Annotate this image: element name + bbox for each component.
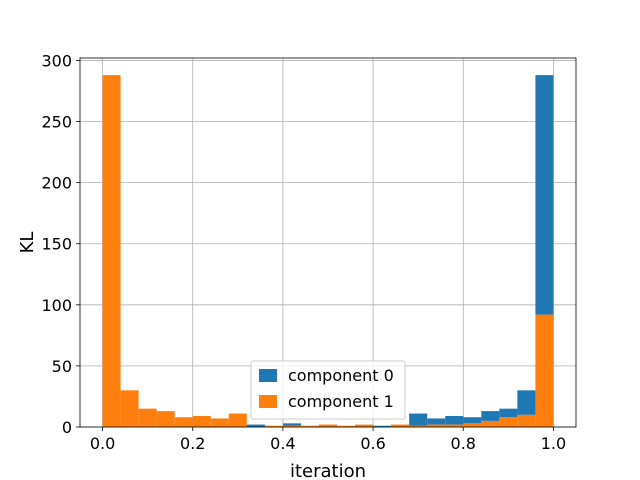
bar-component-1-bin-23 <box>517 414 536 427</box>
plot-frame <box>79 57 577 428</box>
legend-label-component-1: component 1 <box>288 392 394 411</box>
legend-frame <box>250 360 406 420</box>
bar-component-1-bin-7 <box>228 413 247 427</box>
bar-component-0-bin-20 <box>463 417 482 424</box>
legend-swatch-component-1 <box>259 395 277 408</box>
bar-component-1-bin-3 <box>156 411 175 427</box>
bar-component-0-bin-18 <box>427 418 446 425</box>
bar-component-0-bin-21 <box>481 411 500 421</box>
y-tick-label: 300 <box>41 51 72 70</box>
x-tick-label: 0.8 <box>451 434 476 453</box>
y-tick-label: 250 <box>41 113 72 132</box>
bar-component-0-bin-8 <box>246 424 265 427</box>
y-tick-label: 150 <box>41 235 72 254</box>
y-tick-label: 0 <box>62 418 72 437</box>
bar-component-1-bin-9 <box>264 425 283 427</box>
bar-component-1-bin-13 <box>337 425 356 427</box>
x-tick-label: 1.0 <box>541 434 566 453</box>
y-tick-label: 50 <box>52 357 72 376</box>
x-tick-label: 0.0 <box>90 434 115 453</box>
legend-label-component-0: component 0 <box>288 366 394 385</box>
bar-component-1-bin-24 <box>535 314 554 427</box>
bar-component-0-bin-10 <box>282 423 301 426</box>
bar-component-0-bin-23 <box>517 390 536 415</box>
bar-component-1-bin-10 <box>282 425 301 427</box>
legend: component 0 component 1 <box>250 360 406 420</box>
bar-component-1-bin-21 <box>481 420 500 427</box>
y-axis-label: KL <box>17 232 38 254</box>
x-tick-label: 0.6 <box>360 434 385 453</box>
bar-component-1-bin-22 <box>499 417 518 427</box>
x-axis-label: iteration <box>290 461 366 480</box>
bar-component-0-bin-17 <box>409 413 428 426</box>
bar-component-1-bin-12 <box>318 424 338 427</box>
bar-component-1-bin-19 <box>445 424 464 427</box>
bars <box>102 75 554 427</box>
y-axis-ticks: 0 50 100 150 200 250 300 <box>41 51 80 437</box>
bar-component-1-bin-0 <box>102 75 121 427</box>
bar-component-1-bin-18 <box>427 424 446 427</box>
bar-component-1-bin-2 <box>138 408 157 427</box>
bar-component-1-bin-6 <box>210 418 229 427</box>
bar-component-1-bin-1 <box>120 390 139 427</box>
bar-component-0-bin-22 <box>499 408 518 418</box>
x-tick-label: 0.4 <box>270 434 295 453</box>
bar-component-1-bin-4 <box>174 417 193 427</box>
bar-component-1-bin-17 <box>409 425 428 427</box>
y-tick-label: 200 <box>41 174 72 193</box>
bar-component-1-bin-5 <box>192 416 211 427</box>
legend-swatch-component-0 <box>259 369 277 382</box>
bar-component-1-bin-20 <box>463 423 482 427</box>
y-tick-label: 100 <box>41 296 72 315</box>
bar-component-0-bin-19 <box>445 416 464 425</box>
bar-component-1-bin-16 <box>391 424 410 427</box>
bar-component-1-bin-11 <box>300 425 319 427</box>
x-axis-ticks: 0.0 0.2 0.4 0.6 0.8 1.0 <box>90 427 566 453</box>
bar-component-1-bin-14 <box>355 424 374 427</box>
x-tick-label: 0.2 <box>180 434 205 453</box>
bar-component-0-bin-15 <box>373 425 392 427</box>
bar-component-0-bin-24 <box>535 75 554 315</box>
